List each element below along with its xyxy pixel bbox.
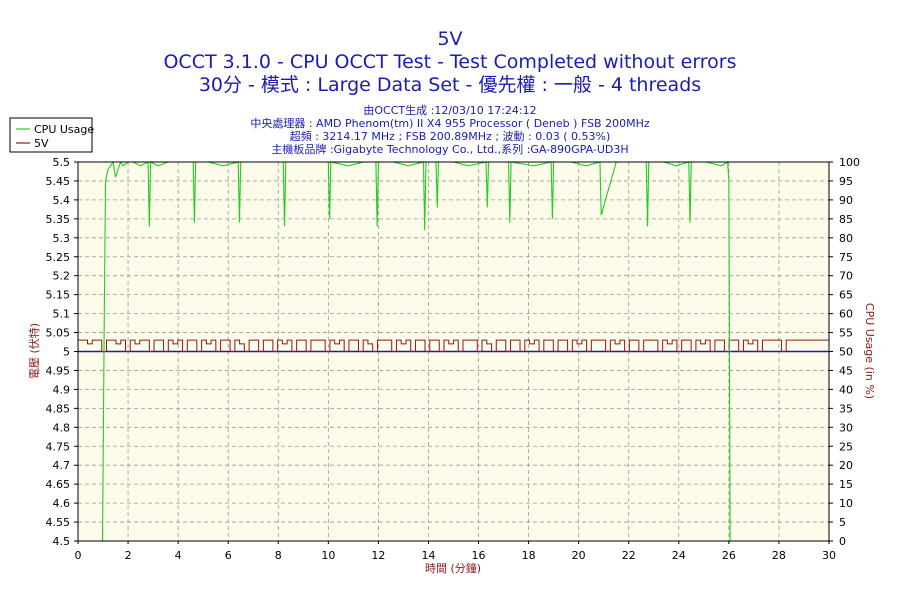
x-tick-label: 0	[75, 549, 82, 562]
y-left-tick-label: 5.05	[46, 327, 71, 340]
y-left-tick-label: 5	[63, 346, 70, 359]
x-tick-label: 22	[622, 549, 636, 562]
chart-subtitle-1: OCCT 3.1.0 - CPU OCCT Test - Test Comple…	[163, 51, 736, 73]
y-right-tick-label: 100	[839, 156, 860, 169]
x-axis-label: 時間 (分鐘)	[425, 561, 481, 575]
x-tick-label: 20	[572, 549, 586, 562]
y-left-tick-label: 5.2	[53, 270, 71, 283]
x-tick-label: 16	[472, 549, 486, 562]
y-right-tick-label: 15	[839, 478, 853, 491]
y-right-tick-label: 60	[839, 308, 853, 321]
x-tick-label: 30	[822, 549, 836, 562]
y-right-tick-label: 10	[839, 497, 853, 510]
info-line-1: 由OCCT生成 :12/03/10 17:24:12	[363, 103, 536, 117]
y-left-tick-label: 5.3	[53, 232, 71, 245]
y-right-tick-label: 0	[839, 535, 846, 548]
y-right-tick-label: 25	[839, 440, 853, 453]
y-left-tick-label: 5.4	[53, 194, 71, 207]
y-right-tick-label: 75	[839, 251, 853, 264]
y-left-tick-label: 5.45	[46, 175, 71, 188]
y-left-tick-label: 5.5	[53, 156, 71, 169]
y-right-tick-label: 50	[839, 346, 853, 359]
y-left-tick-label: 5.35	[46, 213, 71, 226]
legend-5v-label: 5V	[34, 137, 49, 150]
y-right-tick-label: 65	[839, 289, 853, 302]
chart-title: 5V	[437, 28, 462, 50]
y-right-tick-label: 70	[839, 270, 853, 283]
chart-subtitle-2: 30分 - 模式 : Large Data Set - 優先權 : 一般 - 4…	[199, 74, 701, 96]
legend-cpu-label: CPU Usage	[34, 123, 94, 136]
y-right-tick-label: 45	[839, 364, 853, 377]
y-left-tick-label: 4.7	[53, 459, 71, 472]
y-left-tick-label: 4.8	[53, 421, 71, 434]
y-right-tick-label: 35	[839, 402, 853, 415]
x-tick-label: 4	[175, 549, 182, 562]
y-left-tick-label: 4.95	[46, 364, 71, 377]
y-left-tick-label: 5.25	[46, 251, 71, 264]
y-left-tick-label: 4.55	[46, 516, 71, 529]
x-tick-label: 24	[672, 549, 686, 562]
y-left-tick-label: 4.85	[46, 402, 71, 415]
y-left-axis-label: 電壓 (伏特)	[27, 323, 41, 379]
y-right-tick-label: 5	[839, 516, 846, 529]
y-left-tick-label: 4.75	[46, 440, 71, 453]
legend: CPU Usage 5V	[9, 117, 94, 153]
y-right-tick-label: 40	[839, 383, 853, 396]
y-left-tick-label: 4.9	[53, 383, 71, 396]
x-tick-label: 28	[772, 549, 786, 562]
legend-box	[9, 117, 93, 153]
y-right-axis-label: CPU Usage (in %)	[863, 303, 876, 399]
y-left-tick-labels: 5.5 5.45 5.4 5.35 5.3 5.25 5.2 5.15 5.1 5.05 5 4.95…	[46, 156, 78, 548]
x-tick-labels: 0 2 4 6 8 10 12 14 16 18 20 22 24 26 28 30	[75, 541, 836, 562]
y-right-tick-label: 20	[839, 459, 853, 472]
x-tick-label: 6	[225, 549, 232, 562]
x-tick-label: 10	[321, 549, 335, 562]
y-right-tick-label: 90	[839, 194, 853, 207]
y-right-tick-label: 80	[839, 232, 853, 245]
x-tick-label: 2	[125, 549, 132, 562]
x-tick-label: 18	[522, 549, 536, 562]
y-right-tick-labels: 1009590858075706560555045403530252015105…	[829, 156, 860, 548]
y-right-tick-label: 30	[839, 421, 853, 434]
info-line-2: 中央處理器 : AMD Phenom(tm) II X4 955 Process…	[250, 116, 650, 130]
y-left-tick-label: 4.6	[53, 497, 71, 510]
x-tick-label: 12	[371, 549, 385, 562]
y-right-tick-label: 85	[839, 213, 853, 226]
x-tick-label: 8	[275, 549, 282, 562]
y-left-tick-label: 5.15	[46, 289, 71, 302]
y-right-tick-label: 95	[839, 175, 853, 188]
info-line-3: 超頻 : 3214.17 MHz ; FSB 200.89MHz ; 波動 : …	[290, 129, 611, 143]
x-tick-label: 14	[421, 549, 435, 562]
info-line-4: 主機板品牌 :Gigabyte Technology Co., Ltd.,系列 …	[271, 142, 628, 156]
y-left-tick-label: 4.65	[46, 478, 71, 491]
series-5v-line	[78, 339, 829, 352]
y-left-tick-label: 4.5	[53, 535, 71, 548]
y-left-tick-label: 5.1	[53, 308, 71, 321]
x-tick-label: 26	[722, 549, 736, 562]
y-right-tick-label: 55	[839, 327, 853, 340]
